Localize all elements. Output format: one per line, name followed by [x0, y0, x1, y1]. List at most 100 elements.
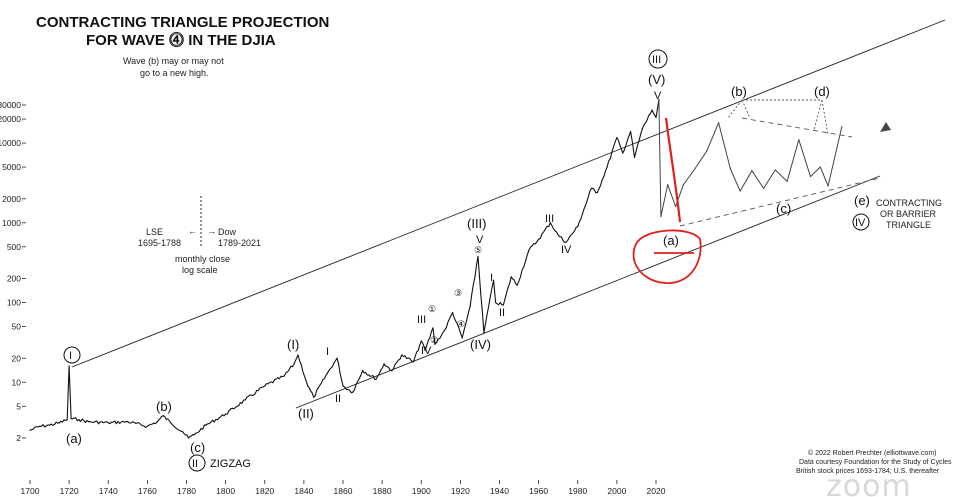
x-tick-label: 1880 [373, 486, 392, 496]
price-point [283, 375, 285, 377]
triangle-upper-dashed [741, 117, 853, 138]
y-tick-label: 1000 [2, 218, 21, 228]
wave-label-V-1929: V [476, 234, 484, 246]
y-tick-label: 5000 [2, 162, 21, 172]
projection-point [694, 167, 696, 170]
projection-point [786, 180, 788, 183]
y-tick-label: 50 [12, 322, 22, 332]
price-point [78, 419, 80, 421]
y-axis: 2 5 10 20 50 100 200 500 1000 2000 5000 10000 20000 3… [0, 100, 26, 443]
projection-point [674, 205, 677, 208]
projection-point [798, 139, 800, 141]
wave-label-II-1843: (II) [298, 406, 314, 421]
price-point [156, 421, 158, 423]
price-point [444, 329, 446, 331]
wave-label-circ1: ① [428, 304, 436, 314]
triangle-lower-dashed [679, 177, 881, 227]
price-point [549, 222, 551, 224]
x-tick-label: 1980 [568, 486, 587, 496]
x-tick-label: 1720 [60, 486, 79, 496]
credit-line-2: Data courtesy Foundation for the Study o… [799, 459, 952, 466]
b-dotted-left [727, 99, 743, 119]
wave-label-I: I [69, 350, 72, 362]
price-point [633, 156, 636, 159]
wave-label-V-2021: (V) [648, 72, 665, 87]
x-tick-label: 1760 [138, 486, 157, 496]
projection-point [751, 170, 753, 172]
wave-label-II: II [192, 458, 198, 470]
price-point [494, 301, 497, 304]
x-tick-label: 1940 [490, 486, 509, 496]
price-point [162, 415, 164, 417]
x-tick-label: 1780 [177, 486, 196, 496]
projection-point [739, 190, 741, 192]
d-dotted-left [813, 99, 823, 131]
projection-arrowhead [880, 122, 891, 132]
price-point [434, 343, 436, 345]
wave-label-IV-1932: (IV) [470, 337, 491, 352]
wave-label-circle-I [63, 346, 81, 364]
red-decline-stroke [664, 117, 682, 223]
price-point [420, 340, 422, 342]
price-point [655, 116, 657, 118]
projection-point [841, 126, 843, 128]
projection-point [809, 175, 812, 178]
chart-title-line2: FOR WAVE ⓸ IN THE DJIA [86, 31, 276, 49]
wave-label-circ5: ⑤ [474, 245, 482, 255]
wave-label-roman-I-1950: I [490, 272, 493, 284]
wave-label-III-1929: (III) [467, 216, 487, 231]
lower-channel-line [295, 175, 881, 409]
price-point [244, 399, 246, 401]
wave-label-roman-III-1966: III [545, 213, 554, 225]
price-point [616, 137, 618, 139]
wave-label-IV-1907: IV [421, 345, 432, 357]
wave-label-circ4: ④ [457, 319, 465, 329]
wave-label-d-2093: (d) [814, 84, 830, 99]
triangle-label-1: CONTRACTING [876, 198, 942, 208]
price-point [375, 378, 377, 380]
wave-label-III-2021: III [652, 54, 661, 66]
x-tick-label: 1860 [334, 486, 353, 496]
wave-label-roman-II-1953: II [499, 307, 505, 319]
lse-years: 1695-1788 [138, 238, 181, 248]
price-point [336, 357, 338, 359]
price-point [461, 337, 463, 339]
wave-label-a-1720: (a) [66, 431, 82, 446]
price-points [29, 99, 843, 439]
projection-point [706, 150, 708, 152]
arrow-right-icon: → [207, 226, 216, 236]
credit-line-3: British stock prices 1693-1784; U.S. the… [796, 468, 940, 475]
price-point [577, 225, 579, 228]
scale-note-2: log scale [182, 265, 218, 275]
projection-point [718, 122, 720, 124]
wave-label-circle-IV [852, 213, 870, 231]
price-series-line [29, 99, 660, 439]
price-point [66, 419, 68, 421]
price-point [383, 363, 385, 365]
x-tick-label: 1800 [216, 486, 235, 496]
dow-years: 1789-2021 [218, 238, 261, 248]
price-point [352, 391, 354, 393]
price-point [48, 424, 51, 426]
price-point [68, 365, 70, 367]
price-point [187, 437, 190, 439]
y-tick-label: 10 [12, 377, 22, 387]
y-tick-label: 10000 [0, 138, 21, 148]
wave-label-e-2113: (e) [854, 193, 870, 208]
price-point [127, 421, 129, 423]
wave-label-roman-V-2021: V [654, 90, 662, 102]
price-point [313, 396, 315, 398]
arrow-left-icon: ← [188, 226, 197, 236]
price-point [326, 372, 328, 374]
wave-label-circle-III [648, 49, 668, 69]
price-point [629, 130, 632, 132]
projection-point [827, 185, 829, 187]
credit-line-1: © 2022 Robert Prechter (elliottwave.com) [808, 449, 937, 457]
scale-note-1: monthly close [175, 254, 230, 264]
d-dotted-right [821, 99, 829, 136]
wave-label-a-2028: (a) [663, 233, 679, 248]
price-point [225, 413, 227, 415]
wave-b-note-line2: go to a new high. [140, 68, 209, 78]
price-point [451, 311, 454, 314]
price-point [590, 187, 593, 189]
